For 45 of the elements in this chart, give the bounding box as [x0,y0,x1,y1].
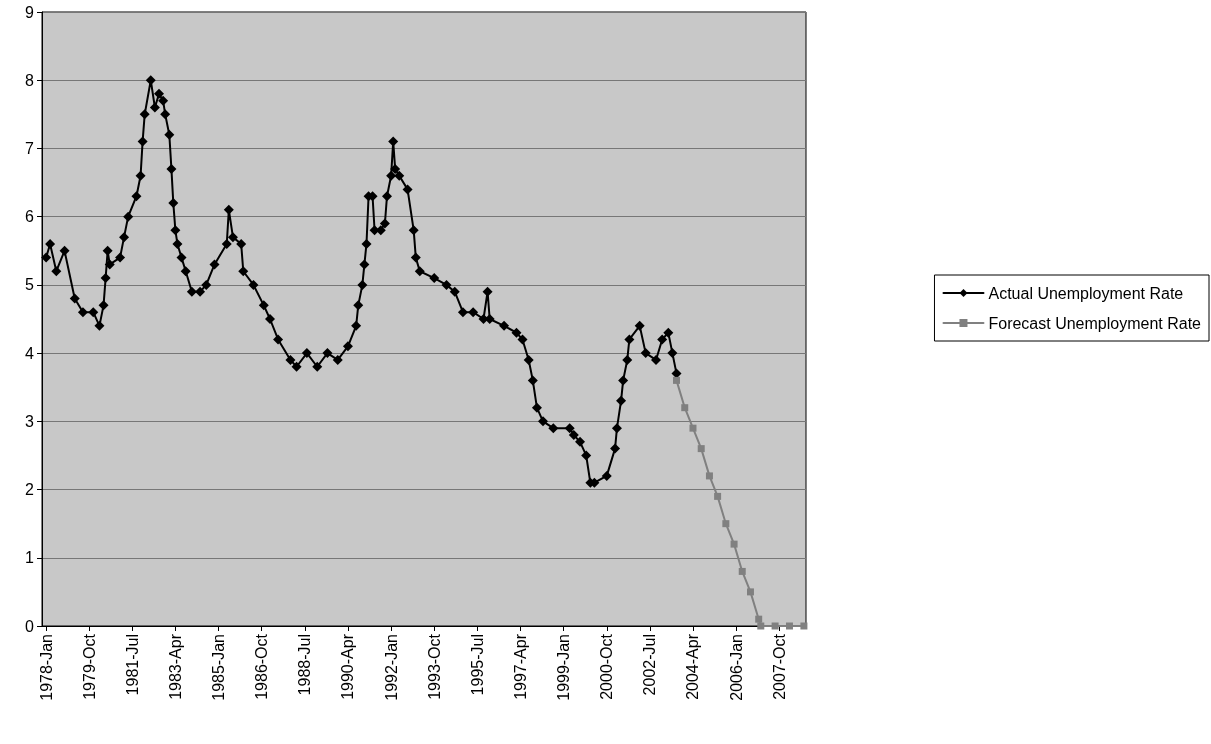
legend-label: Forecast Unemployment Rate [988,314,1202,332]
point [722,520,730,528]
x-tick-label: 1981-Jul [123,634,141,696]
y-tick-label: 8 [25,71,35,89]
x-tick-label: 1995-Jul [468,634,486,696]
y-tick-label: 7 [25,139,35,157]
y-tick-label: 3 [25,412,35,430]
legend-label: Actual Unemployment Rate [988,284,1184,302]
y-tick-label: 5 [25,276,35,294]
point [689,424,697,432]
point [738,567,746,575]
point [746,588,754,596]
x-tick-label: 2000-Oct [598,633,616,700]
x-tick-label: 2007-Oct [770,633,788,700]
point [785,622,793,630]
x-tick-label: 1985-Jan [210,634,228,701]
y-tick-label: 0 [25,617,35,635]
point [681,404,689,412]
x-tick-label: 1983-Apr [166,633,184,700]
x-tick-label: 1978-Jan [37,634,55,701]
y-tick-label: 2 [25,481,35,499]
point [697,445,705,453]
point [757,622,765,630]
y-tick-label: 4 [25,344,35,362]
point [673,376,681,384]
y-tick-label: 6 [25,208,35,226]
y-tick-label: 1 [25,549,35,567]
point [705,472,713,480]
point [730,540,738,548]
x-tick-label: 1997-Apr [511,633,529,700]
x-tick-label: 2006-Jan [727,634,745,701]
x-tick-label: 1992-Jan [382,634,400,701]
y-tick-label: 9 [25,3,35,21]
point [800,622,808,630]
x-tick-label: 2004-Apr [684,633,702,700]
x-tick-label: 1986-Oct [253,633,271,700]
point [771,622,779,630]
x-tick-label: 1999-Jan [555,634,573,701]
point [714,492,722,500]
x-tick-label: 2002-Jul [641,634,659,696]
x-tick-label: 1990-Apr [339,633,357,700]
x-tick-label: 1979-Oct [80,633,98,700]
point [755,615,763,623]
x-tick-label: 1993-Oct [425,633,443,700]
x-tick-label: 1988-Jul [296,634,314,696]
